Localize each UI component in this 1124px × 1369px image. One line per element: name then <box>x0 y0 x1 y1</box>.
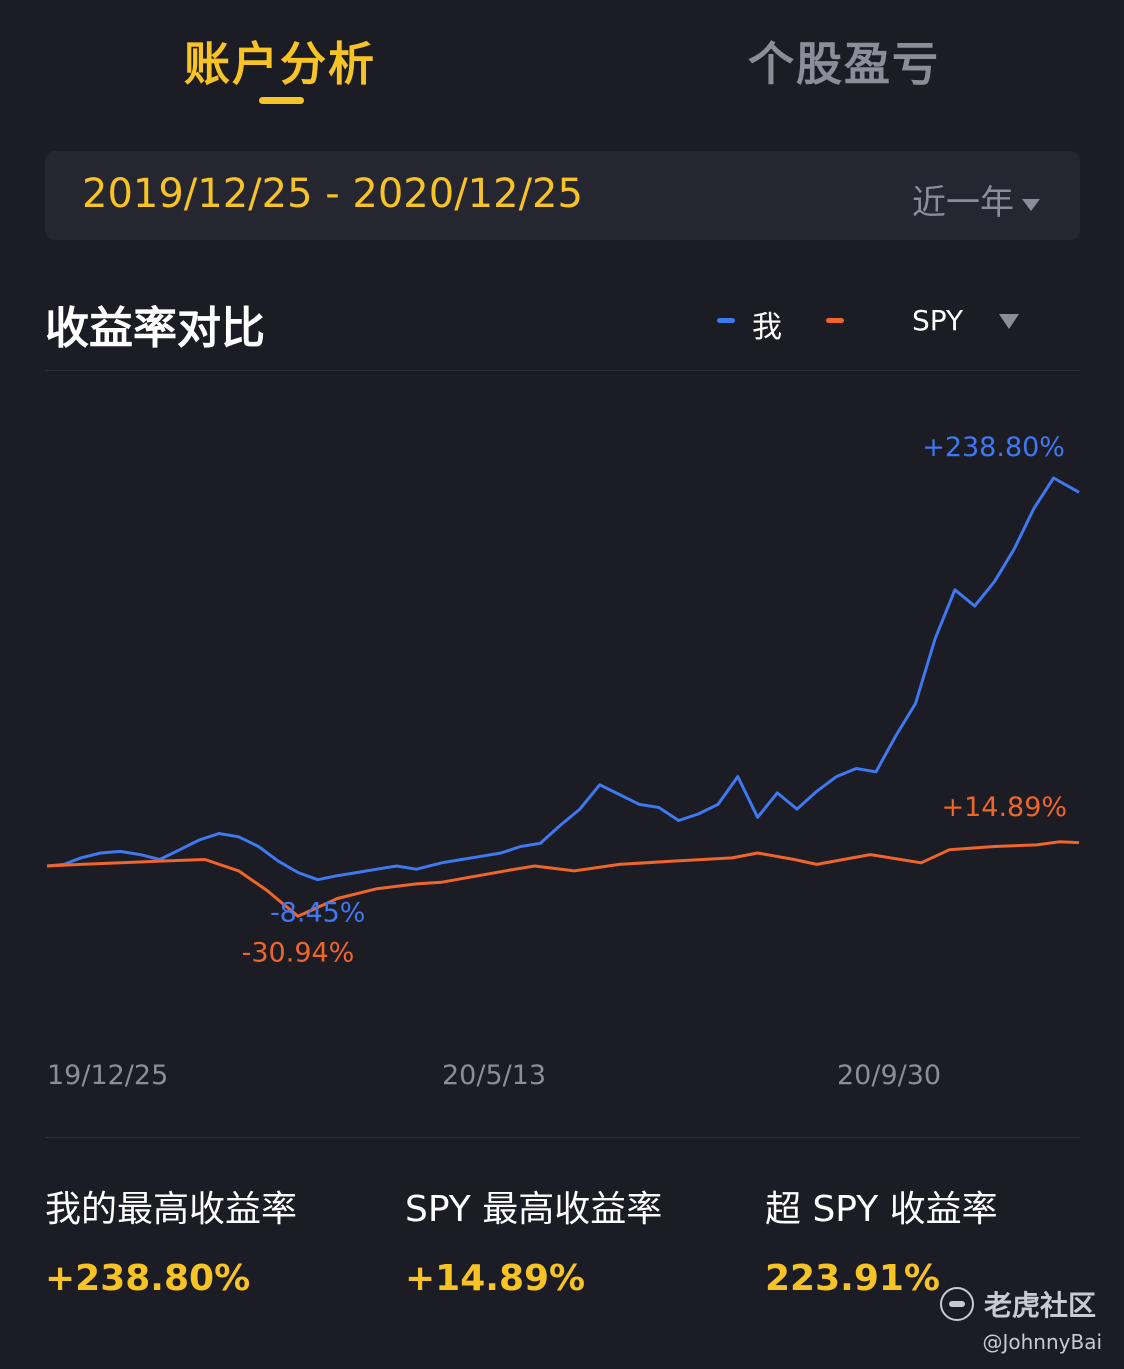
date-range-text: 2019/12/25 - 2020/12/25 <box>82 171 583 217</box>
tiger-logo-icon <box>940 1287 974 1321</box>
stat-value: +238.80% <box>45 1258 251 1299</box>
chart-top-divider <box>45 370 1080 371</box>
stat-label: 超 SPY 收益率 <box>765 1189 998 1230</box>
caret-down-icon[interactable] <box>999 314 1019 329</box>
data-label: +14.89% <box>942 792 1068 823</box>
stat-value: 223.91% <box>765 1258 940 1299</box>
stat-label: SPY 最高收益率 <box>405 1189 663 1230</box>
data-label: +238.80% <box>922 432 1065 463</box>
watermark-user: @JohnnyBai <box>982 1330 1102 1354</box>
series-line-me <box>46 476 1080 882</box>
stat-value: +14.89% <box>405 1258 586 1299</box>
caret-down-icon <box>1022 198 1040 211</box>
period-label: 近一年 <box>912 183 1014 223</box>
stats-divider <box>45 1137 1080 1138</box>
x-tick-label: 20/9/30 <box>837 1060 942 1091</box>
tab-stock-pnl[interactable]: 个股盈亏 <box>748 37 940 91</box>
x-tick-label: 20/5/13 <box>442 1060 547 1091</box>
x-tick-label: 19/12/25 <box>47 1060 169 1091</box>
data-label: -30.94% <box>242 937 355 968</box>
stat-excess-return: 超 SPY 收益率 223.91% <box>765 1180 1105 1299</box>
active-tab-indicator <box>259 97 304 104</box>
stat-spy-max-return: SPY 最高收益率 +14.89% <box>405 1180 745 1299</box>
date-range-bar[interactable]: 2019/12/25 - 2020/12/25 近一年 <box>45 151 1080 240</box>
stat-label: 我的最高收益率 <box>45 1189 298 1230</box>
tab-account-analysis[interactable]: 账户分析 <box>184 37 376 91</box>
watermark: 老虎社区 <box>940 1284 1096 1324</box>
period-selector[interactable]: 近一年 <box>912 175 1040 224</box>
stat-my-max-return: 我的最高收益率 +238.80% <box>45 1180 385 1299</box>
legend-me-label: 我 <box>752 310 782 345</box>
section-title: 收益率对比 <box>45 303 265 354</box>
watermark-brand: 老虎社区 <box>984 1289 1097 1322</box>
data-label: -8.45% <box>270 898 366 929</box>
tab-bar: 账户分析 个股盈亏 <box>0 0 1124 120</box>
legend-me-swatch <box>717 318 735 323</box>
series-line-spy <box>46 840 1080 918</box>
benchmark-selector-label[interactable]: SPY <box>912 304 964 337</box>
legend-spy-swatch <box>826 318 844 323</box>
